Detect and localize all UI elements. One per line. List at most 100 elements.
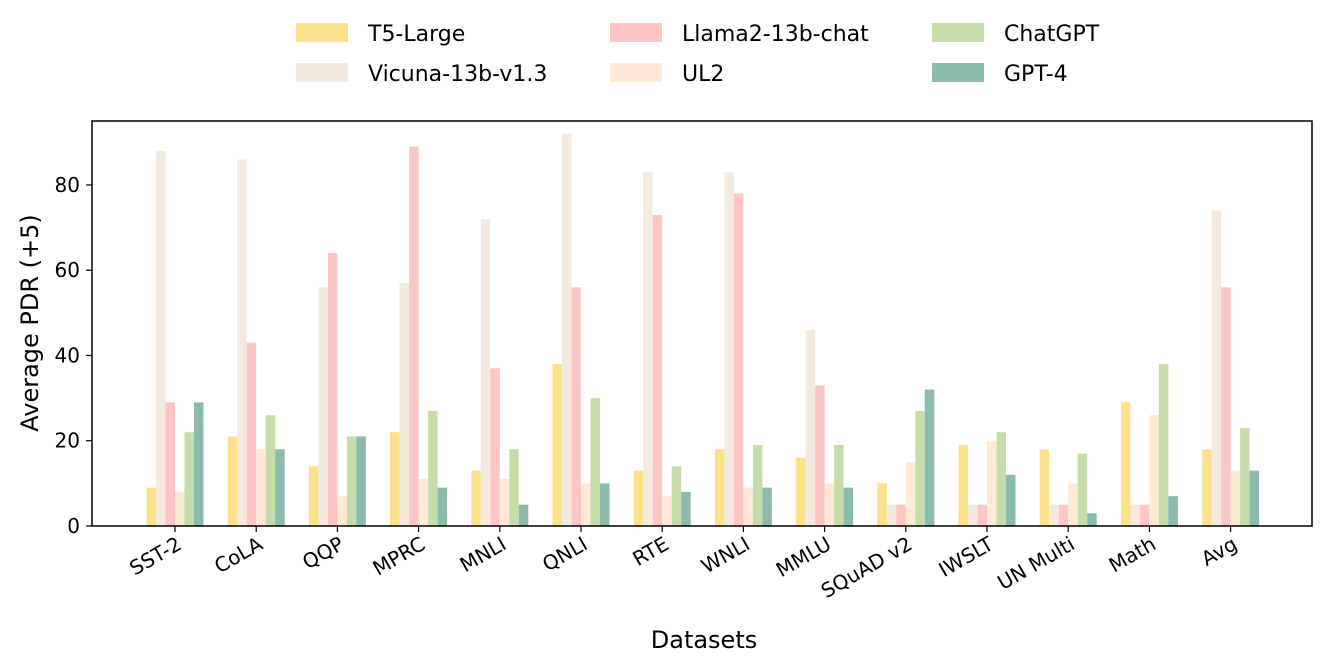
x-axis-label: Datasets (651, 626, 758, 654)
bar-vicuna-13b-v1-3-mnli (480, 219, 491, 527)
bar-vicuna-13b-v1-3-squad-v2 (886, 504, 897, 526)
bar-llama2-13b-chat-mprc (409, 146, 419, 526)
bar-vicuna-13b-v1-3-mprc (399, 283, 410, 526)
bar-ul2-sst-2 (175, 491, 185, 526)
x-tick-label-mprc: MPRC (368, 532, 429, 581)
x-tick-label-cola: CoLA (210, 531, 267, 578)
bar-ul2-un-multi (1068, 483, 1078, 526)
bar-gpt-4-qqp (356, 436, 366, 526)
bar-gpt-4-wnli (762, 487, 772, 526)
x-axis: SST-2 CoLA QQP MPRC MNLI QNLI RTE WNLI MMLUSQuAD… (125, 526, 1241, 603)
bar-t5-large-avg (1202, 449, 1212, 526)
y-tick-label: 60 (55, 258, 80, 282)
y-axis: 0 20 40 60 80 (55, 173, 92, 538)
bar-llama2-13b-chat-mmlu (815, 385, 825, 526)
legend-label-vicuna-13b-v1-3: Vicuna-13b-v1.3 (368, 62, 547, 87)
bar-chatgpt-squad-v2 (915, 410, 925, 526)
bar-llama2-13b-chat-iwslt (977, 504, 987, 526)
legend: T5-Large Vicuna-13b-v1.3 Llama2-13b-chat UL… (296, 22, 1100, 87)
y-tick-label: 80 (55, 173, 80, 197)
bar-gpt-4-mprc (437, 487, 448, 526)
bar-gpt-4-sst-2 (194, 402, 204, 526)
bar-llama2-13b-chat-wnli (733, 193, 744, 526)
x-tick-label-rte: RTE (628, 532, 672, 571)
bar-ul2-qnli (581, 483, 591, 526)
legend-swatch-chatgpt (932, 23, 984, 42)
bar-ul2-rte (662, 496, 672, 526)
x-tick-label-un-multi: UN Multi (993, 532, 1078, 595)
bar-gpt-4-cola (275, 449, 285, 526)
plot-frame (91, 120, 1313, 527)
bar-gpt-4-un-multi (1087, 513, 1097, 526)
bar-ul2-squad-v2 (905, 462, 916, 526)
bar-chatgpt-sst-2 (184, 432, 194, 526)
bar-llama2-13b-chat-avg (1221, 287, 1231, 526)
bar-llama2-13b-chat-math (1139, 504, 1150, 526)
bar-vicuna-13b-v1-3-wnli (724, 172, 734, 526)
legend-label-gpt-4: GPT-4 (1004, 62, 1068, 87)
bar-llama2-13b-chat-mnli (490, 368, 500, 526)
bar-llama2-13b-chat-sst-2 (165, 402, 175, 526)
legend-swatch-gpt-4 (932, 63, 984, 82)
bar-gpt-4-rte (681, 491, 691, 526)
bar-vicuna-13b-v1-3-iwslt (968, 504, 978, 526)
bar-vicuna-13b-v1-3-un-multi (1049, 504, 1059, 526)
bar-chatgpt-cola (265, 415, 276, 526)
bar-vicuna-13b-v1-3-avg (1211, 210, 1222, 526)
bar-t5-large-squad-v2 (877, 483, 887, 526)
bar-llama2-13b-chat-un-multi (1058, 504, 1069, 526)
legend-swatch-ul2 (610, 63, 662, 82)
bar-ul2-mprc (418, 479, 429, 526)
y-tick-label: 20 (55, 429, 80, 453)
bar-gpt-4-mmlu (843, 487, 854, 526)
y-tick-label: 0 (67, 514, 80, 538)
bar-t5-large-wnli (714, 449, 725, 526)
bar-chatgpt-rte (671, 466, 682, 526)
bar-vicuna-13b-v1-3-cola (237, 159, 247, 526)
legend-label-t5-large: T5-Large (367, 22, 465, 47)
bar-ul2-cola (256, 449, 266, 526)
bar-gpt-4-qnli (600, 483, 610, 526)
bar-chatgpt-mprc (428, 410, 438, 526)
x-tick-label-squad-v2: SQuAD v2 (817, 532, 917, 603)
bar-vicuna-13b-v1-3-mmlu (805, 329, 816, 526)
bar-vicuna-13b-v1-3-math (1130, 504, 1140, 526)
bar-vicuna-13b-v1-3-qnli (562, 133, 572, 527)
bar-ul2-mnli (499, 479, 510, 526)
bar-gpt-4-math (1168, 496, 1178, 526)
bar-gpt-4-avg (1249, 470, 1260, 526)
legend-swatch-t5-large (296, 23, 348, 42)
bar-ul2-wnli (743, 487, 753, 526)
bar-vicuna-13b-v1-3-qqp (318, 287, 328, 526)
bar-t5-large-mprc (390, 432, 400, 526)
x-tick-label-iwslt: IWSLT (934, 531, 998, 582)
bar-ul2-mmlu (824, 483, 835, 526)
x-tick-label-sst-2: SST-2 (125, 532, 185, 581)
bar-t5-large-math (1120, 402, 1131, 526)
bar-llama2-13b-chat-rte (652, 214, 663, 527)
bar-ul2-qqp (337, 496, 347, 526)
bar-chatgpt-un-multi (1077, 453, 1088, 526)
x-tick-label-qnli: QNLI (538, 532, 591, 577)
bar-ul2-iwslt (987, 440, 997, 526)
x-tick-label-qqp: QQP (298, 532, 348, 575)
bar-chatgpt-mmlu (834, 445, 844, 526)
bar-gpt-4-iwslt (1006, 474, 1016, 526)
x-tick-label-mmlu: MMLU (772, 532, 835, 582)
y-tick-label: 40 (55, 343, 80, 367)
bar-chatgpt-math (1158, 364, 1169, 526)
bar-t5-large-rte (633, 470, 644, 526)
bars-group (146, 133, 1260, 527)
bar-chatgpt-qnli (590, 398, 600, 526)
bar-t5-large-mnli (471, 470, 481, 526)
bar-llama2-13b-chat-squad-v2 (896, 504, 906, 526)
legend-label-chatgpt: ChatGPT (1004, 22, 1100, 47)
bar-t5-large-qnli (552, 364, 562, 526)
y-axis-label: Average PDR (+5) (16, 214, 44, 432)
bar-llama2-13b-chat-cola (246, 342, 257, 526)
bar-gpt-4-mnli (518, 504, 529, 526)
bar-llama2-13b-chat-qqp (327, 253, 338, 526)
bar-vicuna-13b-v1-3-sst-2 (156, 150, 166, 526)
bar-ul2-math (1149, 415, 1159, 526)
